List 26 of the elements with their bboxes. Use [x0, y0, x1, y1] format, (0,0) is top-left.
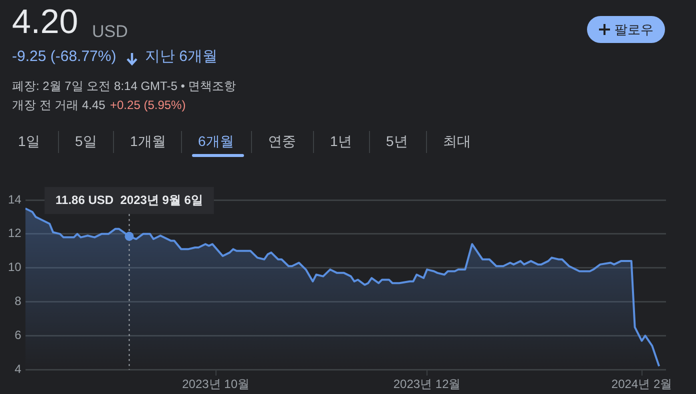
y-tick-label: 12: [8, 226, 22, 240]
y-tick-label: 14: [8, 192, 22, 206]
annotation: 11.86 USD 2023년 9월 6일: [56, 192, 203, 207]
text: -9.25 (-68.77%): [12, 48, 116, 66]
text: +0.25 (5.95%): [110, 98, 186, 112]
text: 팔로우: [614, 20, 654, 38]
y-tick-label: 8: [14, 294, 22, 308]
text: 1년: [330, 133, 352, 151]
x-tick-label: 2023년 12월: [393, 377, 461, 392]
x-tick-label: 2023년 10월: [182, 377, 250, 392]
y-tick-label: 4: [14, 362, 22, 376]
text: 폐장: 2월 7일 오전 8:14 GMT-5 • 면책조항: [12, 79, 236, 94]
text: USD: [92, 22, 128, 42]
text: 지난 6개월: [145, 48, 218, 66]
text: 연중: [268, 133, 296, 151]
text: 개장 전 거래 4.45: [12, 98, 106, 112]
text: 5일: [75, 133, 97, 151]
text: 5년: [386, 133, 408, 151]
text: 1일: [18, 133, 40, 151]
text: 1개월: [130, 133, 166, 151]
x-tick-label: 2024년 2월: [611, 377, 672, 392]
text: 최대: [443, 133, 471, 151]
y-tick-label: 6: [14, 328, 22, 342]
text: 4.20: [12, 2, 78, 43]
text: 6개월: [198, 133, 234, 151]
y-tick-label: 10: [8, 260, 22, 274]
